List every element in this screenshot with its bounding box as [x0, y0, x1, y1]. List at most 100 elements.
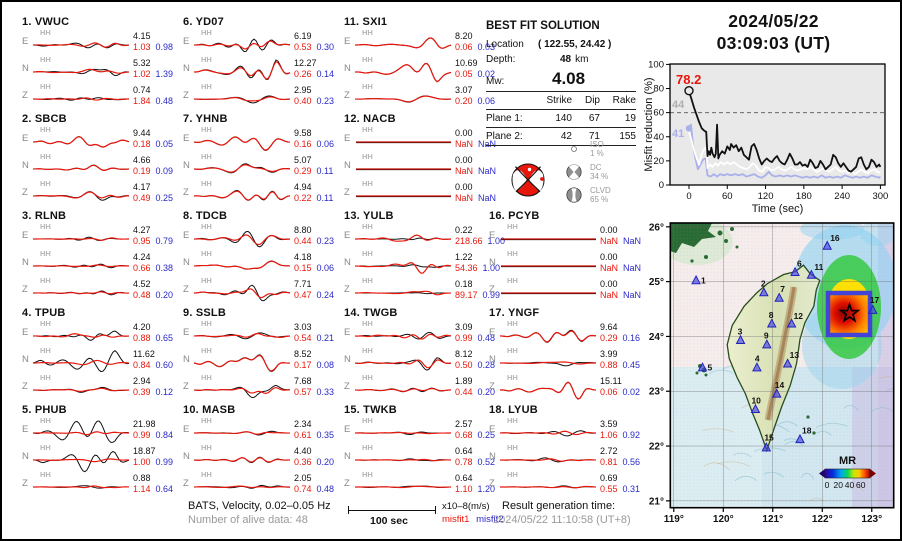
misfit2-value: 0.09	[155, 165, 174, 176]
channel-values: 8.12 0.50 0.28	[452, 349, 505, 370]
waveform-trace: HH	[193, 416, 291, 443]
channel-code: HH	[201, 222, 212, 231]
channel-values: 1.89 0.44 0.20	[452, 376, 505, 397]
trace-svg	[32, 349, 130, 373]
waveform-trace: HH	[354, 55, 452, 83]
result-time-label: Result generation time:	[502, 500, 616, 512]
misfit2-legend: misfit2	[476, 514, 504, 525]
channel-row-n: N HH 10.69 0.05 0.02	[344, 55, 504, 83]
channel-row-z: Z HH 0.64 1.10 1.20	[344, 470, 504, 497]
misfit2-value: NaN	[623, 262, 642, 273]
channel-code: HH	[362, 443, 373, 452]
misfit2-value: NaN	[478, 192, 497, 203]
amplitude-value: 4.15	[133, 31, 151, 41]
misfit2-value: NaN	[478, 138, 497, 149]
amplitude-value: 11.62	[133, 349, 155, 359]
misfit-values: 1.10 1.20	[455, 484, 505, 495]
map-station-18: 18	[795, 425, 812, 444]
best-point-marker	[684, 85, 694, 96]
misfit1-value: 0.95	[133, 235, 151, 246]
waveform-trace: HH	[500, 276, 597, 303]
svg-text:23°: 23°	[649, 387, 664, 398]
channel-values: 4.24 0.66 0.38	[130, 252, 183, 273]
misfit2-value: 1.39	[155, 68, 174, 79]
misfit-values: 0.16 0.06	[294, 139, 344, 150]
misfit2-value: 0.06	[316, 138, 335, 149]
channel-code: HH	[40, 55, 51, 64]
location-value: ( 122.55, 24.42 )	[538, 39, 612, 50]
channel-code: HH	[201, 416, 212, 425]
component-label: N	[489, 354, 496, 365]
trace-svg	[32, 450, 130, 473]
channel-code: HH	[201, 373, 212, 382]
channel-row-e: E HH 0.00 NaN NaN	[344, 125, 504, 152]
amplitude-value: 9.44	[133, 128, 151, 138]
annotation-41: 41	[672, 128, 684, 140]
misfit-values: 0.44 0.20	[455, 387, 505, 398]
svg-text:7: 7	[780, 284, 785, 294]
component-label: E	[344, 36, 351, 47]
amplitude-value: 3.07	[455, 85, 473, 95]
waveform-trace: HH	[32, 276, 130, 303]
misfit-values: 0.99 0.48	[455, 333, 505, 344]
misfit-values: 218.66 1.00	[455, 236, 505, 247]
component-label: N	[183, 160, 190, 171]
misfit2-value: 0.45	[622, 359, 641, 370]
misfit-values: 0.49 0.25	[133, 193, 183, 204]
channel-row-e: E HH 9.58 0.16 0.06	[183, 125, 343, 152]
misfit2-value: 1.20	[477, 483, 496, 494]
channel-code: HH	[201, 346, 212, 355]
channel-row-n: N HH 12.27 0.26 0.14	[183, 55, 343, 82]
component-label: Z	[22, 381, 28, 392]
misfit-values: NaN NaN	[600, 290, 650, 301]
misfit-values: 0.06 0.02	[600, 387, 650, 398]
channel-values: 3.59 1.06 0.92	[597, 419, 650, 440]
misfit2-value: 0.79	[155, 235, 174, 246]
waveform-trace: HH	[32, 152, 130, 179]
misfit2-value: 0.08	[316, 359, 335, 370]
misfit-values: 0.20 0.06	[455, 96, 505, 107]
channel-code: HH	[201, 28, 212, 37]
trace-svg	[32, 420, 130, 443]
amplitude-value: 8.20	[455, 31, 473, 41]
amplitude-value: 1.89	[455, 376, 473, 386]
depth-value: 48	[560, 54, 572, 65]
waveform-trace: HH	[32, 125, 130, 152]
waveform-trace: HH	[354, 470, 452, 497]
channel-row-n: N HH 0.64 0.78 0.52	[344, 443, 504, 470]
station-block-phub: 5. PHUB E HH 21.98 0.99 0.84 N HH 18.87 1.00 0.99 Z…	[22, 404, 182, 499]
component-label: N	[183, 451, 190, 462]
channel-code: HH	[40, 179, 51, 188]
misfit1-value: 0.47	[294, 289, 312, 300]
origin-time-header: 2024/05/22 03:09:03 (UT)	[647, 10, 900, 54]
waveform-trace: HH	[32, 82, 130, 109]
channel-code: HH	[201, 276, 212, 285]
channel-values: 11.62 0.84 0.60	[130, 349, 183, 370]
trace-svg	[193, 430, 291, 436]
amplitude-value: 7.71	[294, 279, 312, 289]
misfit1-value: 0.36	[294, 456, 312, 467]
colorbar-label: MR	[839, 455, 856, 467]
station-block-nacb: 12. NACB E HH 0.00 NaN NaN N HH 0.00 NaN NaN Z HH 0.0…	[344, 113, 504, 208]
misfit1-value: 0.74	[294, 483, 312, 494]
waveform-trace: HH	[354, 416, 452, 443]
trace-svg	[499, 361, 597, 367]
component-label: Z	[344, 90, 350, 101]
iso-icon	[564, 143, 584, 155]
channel-values: 12.27 0.26 0.14	[291, 58, 344, 79]
trace-svg	[193, 59, 291, 80]
misfit1-legend: misfit1	[442, 514, 470, 525]
channel-code: HH	[40, 470, 51, 479]
station-title: 1. VWUC	[22, 16, 70, 28]
misfit-values: 0.68 0.25	[455, 430, 505, 441]
series-misfit-low	[688, 123, 882, 179]
map-station-9: 9	[762, 331, 772, 349]
amplitude-value: 4.40	[294, 446, 312, 456]
waveform-trace: HH	[32, 179, 130, 206]
trace-svg	[354, 37, 452, 49]
waveform-trace: HH	[32, 416, 130, 443]
map-station-13: 13	[782, 350, 799, 368]
channel-values: 2.05 0.74 0.48	[291, 473, 344, 494]
channel-values: 8.52 0.17 0.08	[291, 349, 344, 370]
misfit2-value: 0.38	[155, 262, 174, 273]
